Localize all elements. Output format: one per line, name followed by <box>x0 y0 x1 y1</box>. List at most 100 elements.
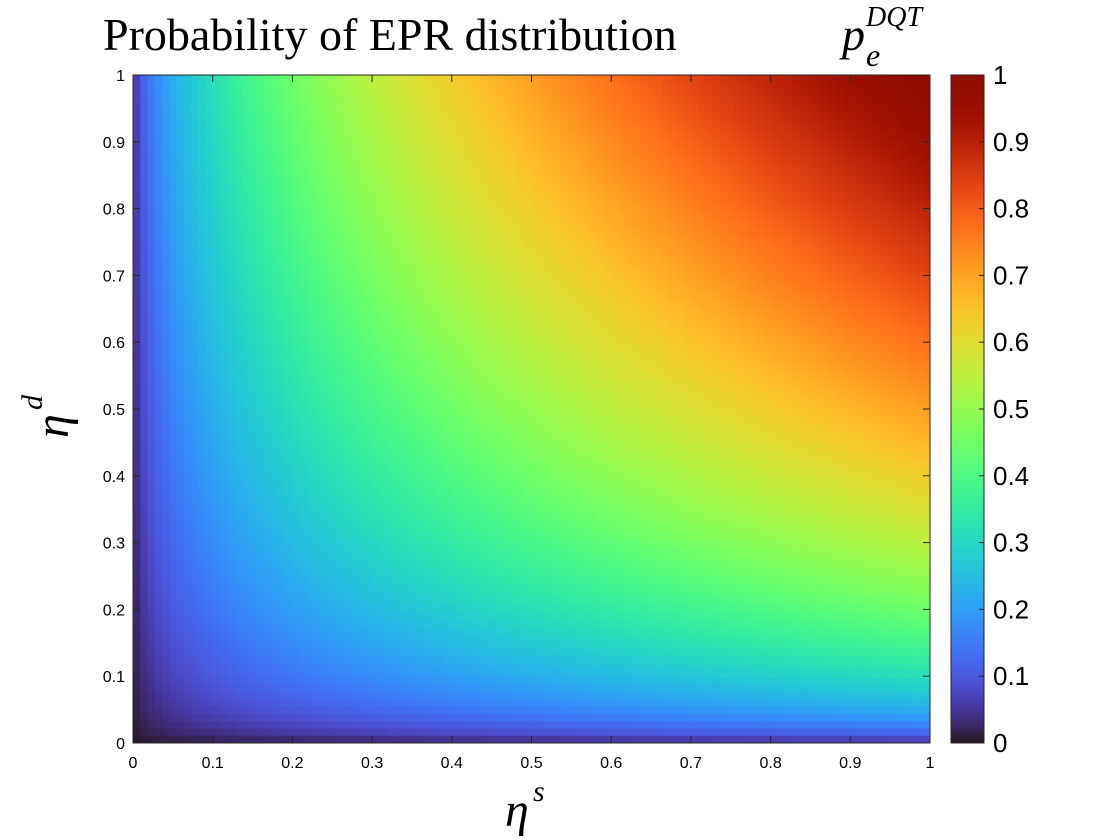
heatmap-cell <box>459 191 467 200</box>
heatmap-cell <box>560 176 569 185</box>
heatmap-cell <box>901 162 909 170</box>
heatmap-cell <box>292 89 301 98</box>
heatmap-cell <box>734 104 743 112</box>
heatmap-cell <box>386 372 395 381</box>
heatmap-cell <box>806 140 815 149</box>
heatmap-cell <box>647 365 656 374</box>
heatmap-cell <box>719 278 728 287</box>
heatmap-cell <box>922 183 930 192</box>
heatmap-cell <box>777 96 786 105</box>
heatmap-cell <box>814 140 822 149</box>
heatmap-cell <box>227 358 236 367</box>
heatmap-cell <box>683 133 692 141</box>
heatmap-cell <box>386 336 395 345</box>
heatmap-cell <box>908 154 917 163</box>
heatmap-cell <box>908 133 917 141</box>
heatmap-cell <box>545 350 554 359</box>
heatmap-cell <box>777 220 786 229</box>
heatmap-cell <box>415 212 424 221</box>
heatmap-cell <box>466 191 475 200</box>
heatmap-cell <box>625 343 634 352</box>
heatmap-cell <box>712 387 721 396</box>
heatmap-cell <box>140 321 149 330</box>
heatmap-cell <box>459 300 467 308</box>
heatmap-cell <box>212 372 221 381</box>
heatmap-cell <box>285 307 293 316</box>
heatmap-cell <box>828 278 837 287</box>
heatmap-cell <box>256 314 265 323</box>
heatmap-cell <box>430 234 438 243</box>
heatmap-cell <box>328 111 337 120</box>
heatmap-cell <box>183 249 192 258</box>
heatmap-cell <box>473 104 482 112</box>
heatmap-cell <box>618 133 627 141</box>
heatmap-cell <box>908 82 917 91</box>
heatmap-cell <box>763 133 772 141</box>
heatmap-cell <box>292 75 301 83</box>
heatmap-cell <box>538 205 547 214</box>
heatmap-cell <box>234 176 243 185</box>
heatmap-cell <box>719 147 728 156</box>
heatmap-cell <box>169 300 178 308</box>
heatmap-cell <box>198 285 207 294</box>
heatmap-cell <box>741 300 750 308</box>
heatmap-cell <box>161 372 170 381</box>
heatmap-cell <box>277 256 286 265</box>
heatmap-cell <box>770 220 779 229</box>
heatmap-cell <box>893 336 902 345</box>
heatmap-cell <box>401 358 409 367</box>
heatmap-cell <box>879 125 888 134</box>
heatmap-cell <box>430 205 438 214</box>
heatmap-cell <box>415 140 424 149</box>
heatmap-cell <box>495 104 504 112</box>
heatmap-cell <box>451 336 460 345</box>
heatmap-cell <box>473 329 482 337</box>
heatmap-cell <box>415 147 424 156</box>
heatmap-cell <box>140 104 149 112</box>
heatmap-cell <box>719 176 728 185</box>
heatmap-cell <box>843 191 851 200</box>
heatmap-cell <box>430 285 438 294</box>
heatmap-cell <box>372 220 380 229</box>
heatmap-cell <box>314 75 322 83</box>
heatmap-cell <box>893 307 902 316</box>
heatmap-cell <box>459 104 467 112</box>
heatmap-cell <box>198 314 207 323</box>
heatmap-cell <box>183 387 192 396</box>
heatmap-cell <box>734 379 743 388</box>
heatmap-cell <box>734 147 743 156</box>
heatmap-cell <box>437 278 446 287</box>
heatmap-cell <box>372 343 380 352</box>
heatmap-cell <box>495 387 504 396</box>
heatmap-cell <box>574 104 583 112</box>
heatmap-cell <box>922 321 930 330</box>
heatmap-cell <box>473 365 482 374</box>
heatmap-cell <box>517 358 525 367</box>
heatmap-cell <box>712 242 721 250</box>
heatmap-cell <box>379 125 388 134</box>
heatmap-cell <box>314 162 322 170</box>
heatmap-cell <box>647 343 656 352</box>
heatmap-cell <box>422 336 431 345</box>
heatmap-cell <box>792 242 801 250</box>
heatmap-cell <box>169 220 178 229</box>
heatmap-cell <box>227 118 236 127</box>
heatmap-cell <box>502 104 511 112</box>
heatmap-cell <box>560 133 569 141</box>
heatmap-cell <box>676 162 685 170</box>
heatmap-cell <box>466 394 475 403</box>
heatmap-cell <box>422 394 431 403</box>
heatmap-cell <box>328 372 337 381</box>
heatmap-cell <box>473 271 482 279</box>
heatmap-cell <box>567 263 576 272</box>
heatmap-cell <box>792 125 801 134</box>
heatmap-cell <box>321 365 330 374</box>
heatmap-cell <box>763 314 772 323</box>
heatmap-cell <box>227 271 236 279</box>
chart-title: Probability of EPR distribution <box>103 9 677 60</box>
heatmap-cell <box>850 154 859 163</box>
heatmap-cell <box>676 249 685 258</box>
heatmap-cell <box>270 162 279 170</box>
heatmap-cell <box>459 358 467 367</box>
heatmap-cell <box>161 321 170 330</box>
